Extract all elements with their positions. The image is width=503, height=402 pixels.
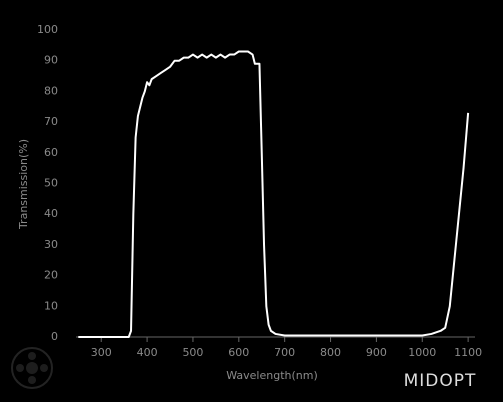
y-tick-label: 40: [44, 207, 58, 220]
x-tick-label: 600: [228, 346, 249, 359]
y-tick-label: 0: [51, 330, 58, 343]
x-tick-label: 1100: [454, 346, 482, 359]
y-axis-label: Transmission(%): [17, 139, 30, 230]
x-tick-label: 500: [182, 346, 203, 359]
y-tick-label: 60: [44, 146, 58, 159]
x-tick-label: 900: [366, 346, 387, 359]
y-tick-label: 90: [44, 54, 58, 67]
series-line: [78, 50, 470, 338]
y-tick-label: 100: [37, 23, 58, 36]
y-tick-label: 30: [44, 238, 58, 251]
y-tick-label: 80: [44, 84, 58, 97]
x-tick-label: 400: [137, 346, 158, 359]
x-tick-label: 700: [274, 346, 295, 359]
y-tick-label: 20: [44, 269, 58, 282]
logo: MIDOPT: [404, 371, 477, 391]
y-tick-label: 10: [44, 299, 58, 312]
x-tick-label: 800: [320, 346, 341, 359]
watermark-icon: [11, 347, 53, 389]
x-tick-label: 1000: [408, 346, 436, 359]
x-tick-label: 300: [91, 346, 112, 359]
x-axis-label: Wavelength(nm): [226, 369, 318, 382]
y-tick-label: 50: [44, 177, 58, 190]
y-tick-label: 70: [44, 115, 58, 128]
